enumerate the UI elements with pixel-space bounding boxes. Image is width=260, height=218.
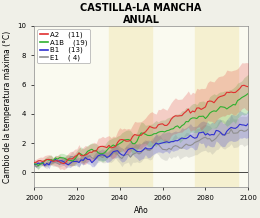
Bar — [109, 26, 152, 187]
X-axis label: Año: Año — [134, 206, 148, 215]
Title: CASTILLA-LA MANCHA
ANUAL: CASTILLA-LA MANCHA ANUAL — [80, 3, 202, 25]
Bar — [195, 26, 238, 187]
Legend: A2    (11), A1B    (19), B1    (13), E1    ( 4): A2 (11), A1B (19), B1 (13), E1 ( 4) — [37, 29, 90, 63]
Y-axis label: Cambio de la temperatura máxima (°C): Cambio de la temperatura máxima (°C) — [3, 30, 12, 183]
